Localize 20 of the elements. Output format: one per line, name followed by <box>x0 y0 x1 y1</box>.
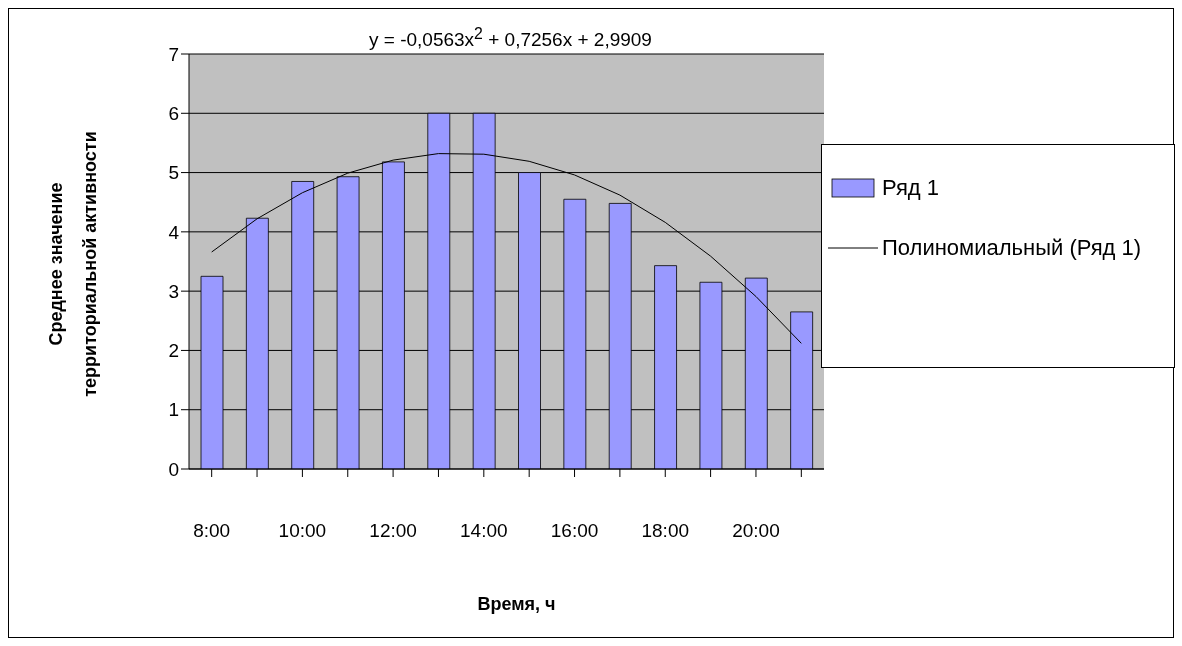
x-tick-label: 8:00 <box>193 520 231 542</box>
y-tick-label: 6 <box>168 103 179 125</box>
legend-label: Ряд 1 <box>882 175 940 201</box>
y-axis-title: Среднее значение территориальной активности <box>45 130 101 399</box>
y-tick-label: 7 <box>168 43 179 65</box>
text: y = -0,0563x$^{2}$ + 0,7256x + 2,9909 <box>369 25 652 52</box>
x-axis-title: Время, ч <box>476 594 557 615</box>
x-tick-label: 14:00 <box>460 520 508 542</box>
x-tick-label: 12:00 <box>369 520 417 542</box>
x-tick-label: 18:00 <box>641 520 690 542</box>
x-tick-label: 16:00 <box>550 520 599 542</box>
y-tick-label: 5 <box>168 162 179 184</box>
y-tick-label: 3 <box>168 280 179 302</box>
x-tick-label: 20:00 <box>732 520 780 542</box>
y-tick-label: 0 <box>168 458 179 480</box>
y-tick-label: 2 <box>168 340 179 362</box>
y-tick-label: 4 <box>168 221 180 243</box>
x-tick-label: 10:00 <box>278 520 327 542</box>
y-tick-label: 1 <box>168 399 179 421</box>
legend-label: Полиномиальный (Ряд 1) <box>882 235 1142 261</box>
